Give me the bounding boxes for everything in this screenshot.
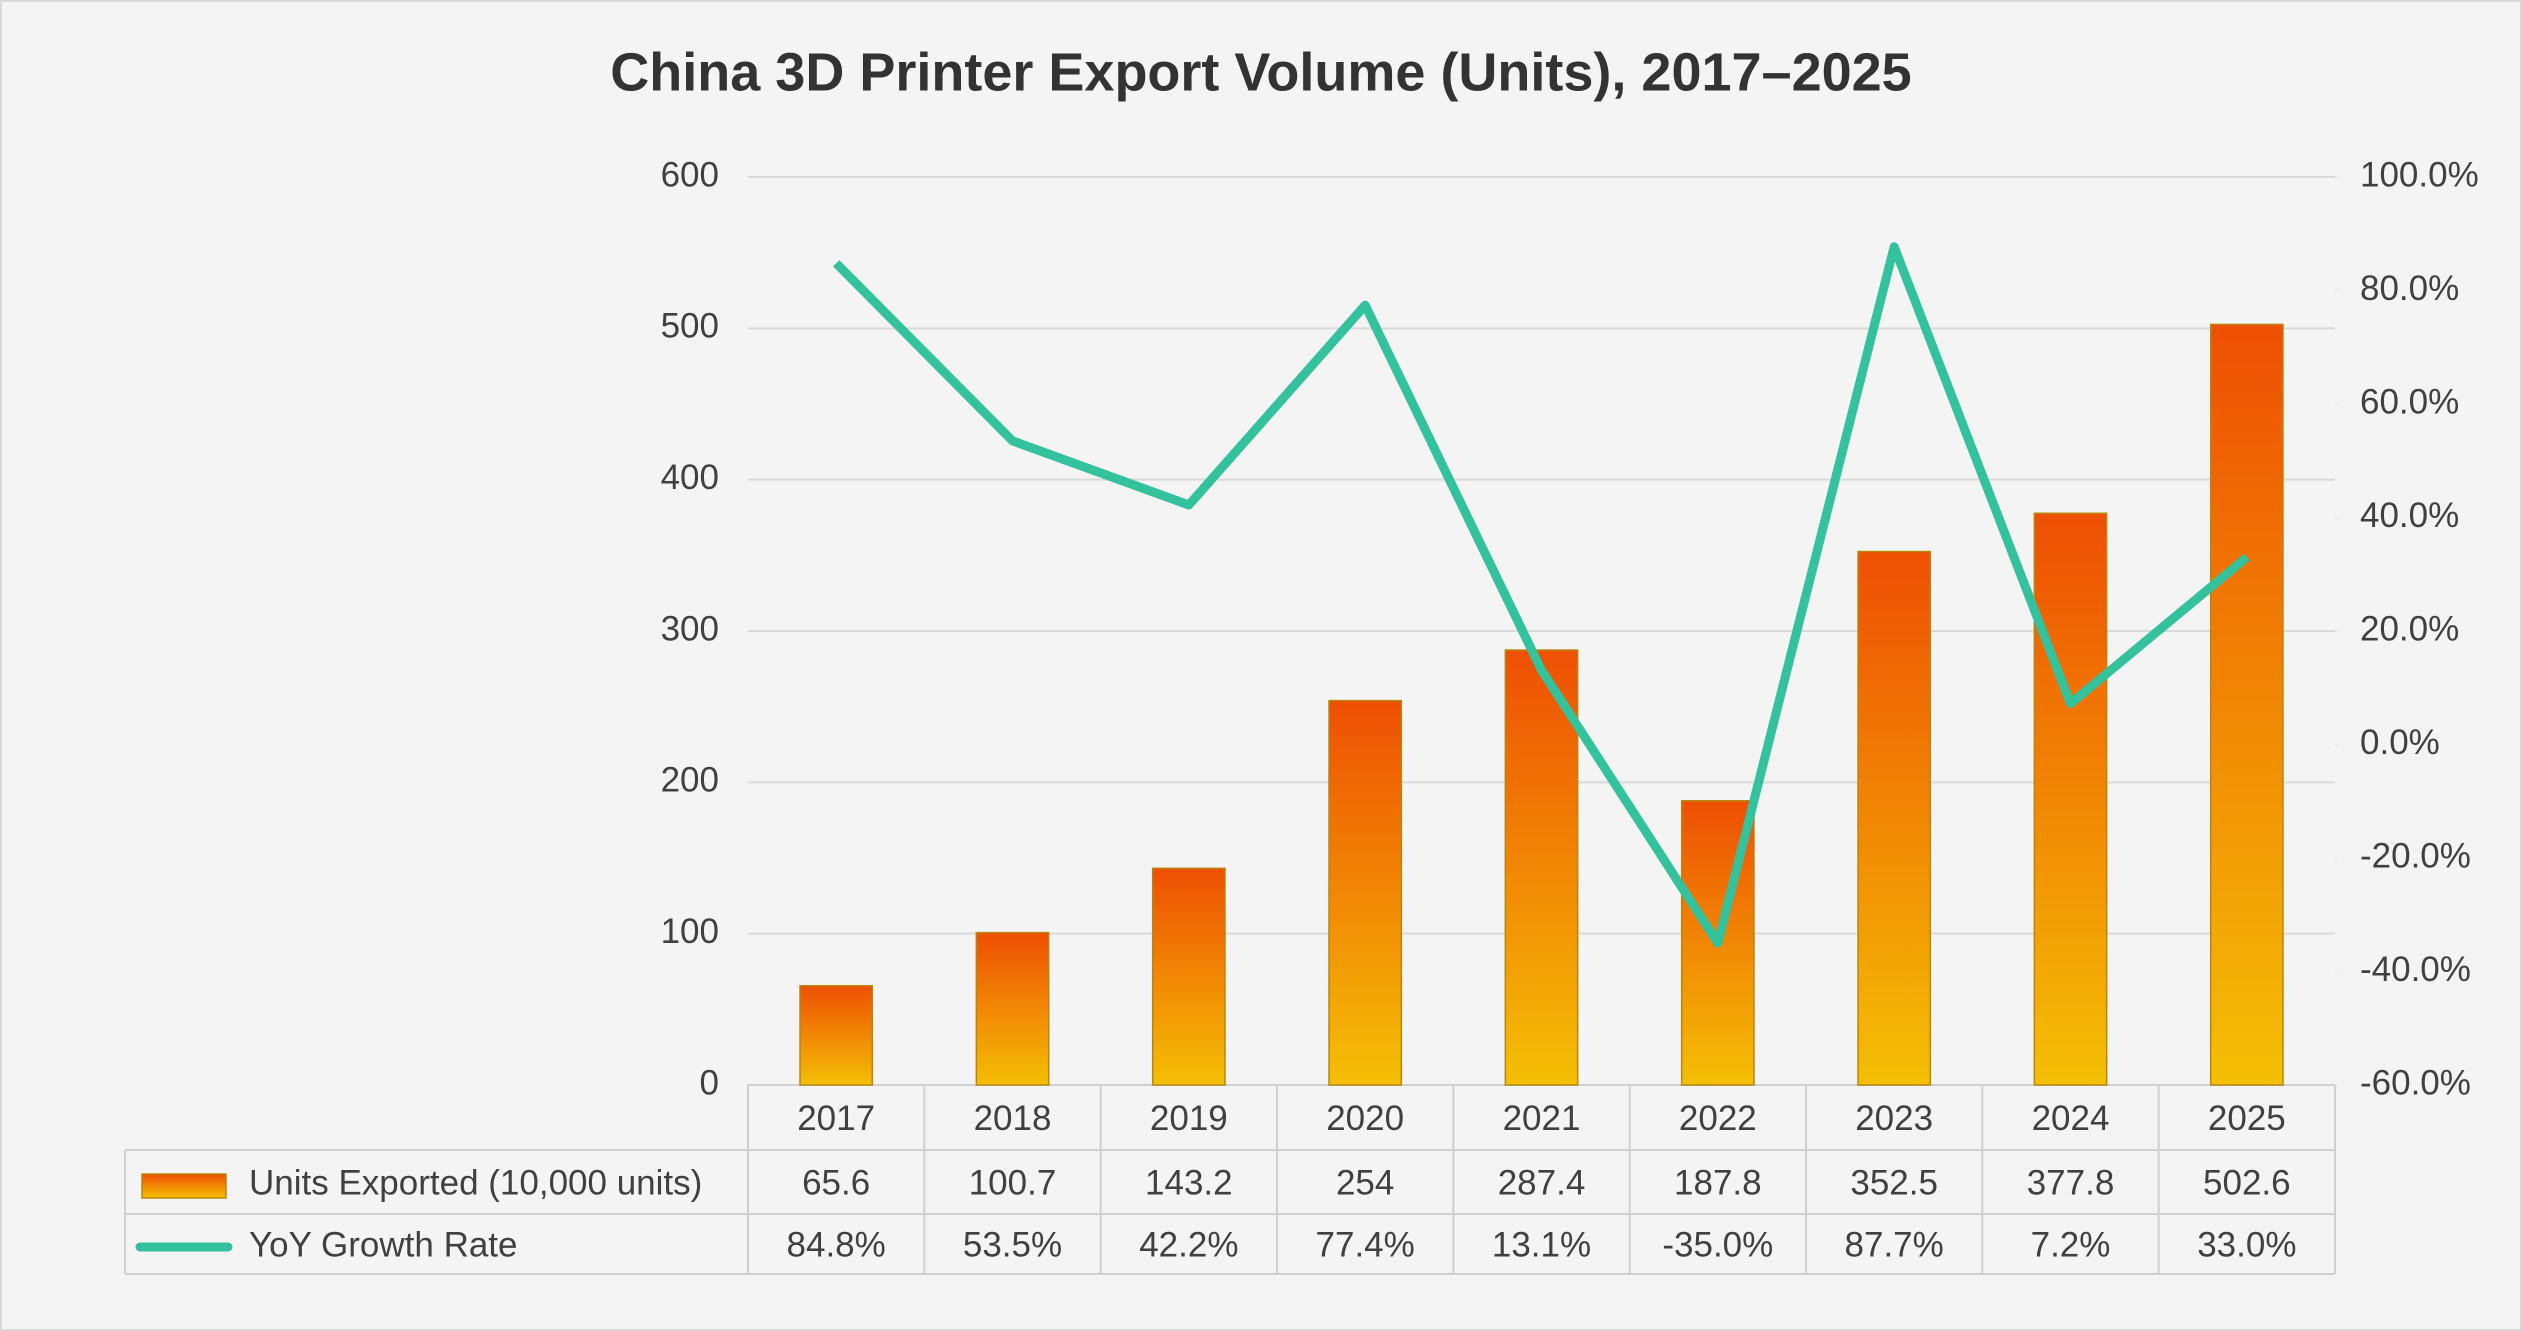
- table-value: 42.2%: [1139, 1225, 1238, 1264]
- y2-tick-label: 100.0%: [2360, 155, 2479, 194]
- y-tick-label: 300: [661, 609, 719, 648]
- y2-tick-label: 20.0%: [2360, 609, 2459, 648]
- x-tick-label: 2025: [2208, 1099, 2286, 1138]
- bar: [1504, 649, 1579, 1086]
- table-value: 77.4%: [1316, 1225, 1415, 1264]
- table-value: 65.6: [802, 1163, 870, 1202]
- chart-title: China 3D Printer Export Volume (Units), …: [610, 42, 1911, 102]
- x-tick-label: 2020: [1326, 1099, 1404, 1138]
- bar: [799, 984, 874, 1086]
- table-value: 7.2%: [2031, 1225, 2111, 1264]
- bar: [2209, 323, 2284, 1086]
- y2-tick-label: 80.0%: [2360, 269, 2459, 308]
- y2-tick-label: -40.0%: [2360, 950, 2471, 989]
- table-value: 143.2: [1145, 1163, 1233, 1202]
- bar: [975, 931, 1050, 1086]
- y-tick-label: 100: [661, 912, 719, 951]
- bar: [1857, 550, 1932, 1086]
- y-tick-label: 400: [661, 458, 719, 497]
- x-tick-label: 2024: [2032, 1099, 2110, 1138]
- table-value: 100.7: [969, 1163, 1057, 1202]
- x-tick-label: 2021: [1503, 1099, 1581, 1138]
- x-tick-label: 2017: [797, 1099, 875, 1138]
- y-tick-label: 600: [661, 155, 719, 194]
- x-tick-label: 2018: [974, 1099, 1052, 1138]
- y-tick-label: 0: [700, 1063, 719, 1102]
- x-tick-label: 2019: [1150, 1099, 1228, 1138]
- table-value: 53.5%: [963, 1225, 1062, 1264]
- bar: [1328, 699, 1403, 1086]
- bar: [1151, 867, 1226, 1086]
- y2-tick-label: 40.0%: [2360, 496, 2459, 535]
- table-value: -35.0%: [1662, 1225, 1773, 1264]
- table-value: 87.7%: [1845, 1225, 1944, 1264]
- table-value: 287.4: [1498, 1163, 1586, 1202]
- legend-label: Units Exported (10,000 units): [249, 1163, 702, 1202]
- x-tick-label: 2023: [1855, 1099, 1933, 1138]
- table-value: 502.6: [2203, 1163, 2291, 1202]
- line: [832, 242, 2250, 948]
- bar: [2033, 512, 2108, 1086]
- y-tick-label: 200: [661, 761, 719, 800]
- table-value: 187.8: [1674, 1163, 1762, 1202]
- table-value: 254: [1336, 1163, 1394, 1202]
- y-tick-label: 500: [661, 307, 719, 346]
- y2-tick-label: 60.0%: [2360, 382, 2459, 421]
- x-tick-label: 2022: [1679, 1099, 1757, 1138]
- table-value: 13.1%: [1492, 1225, 1591, 1264]
- legend-label: YoY Growth Rate: [249, 1225, 518, 1264]
- y2-tick-label: -60.0%: [2360, 1063, 2471, 1102]
- table-value: 33.0%: [2197, 1225, 2296, 1264]
- y2-tick-label: -20.0%: [2360, 836, 2471, 875]
- table-value: 377.8: [2027, 1163, 2115, 1202]
- table-value: 352.5: [1850, 1163, 1938, 1202]
- legend-swatch: [141, 1173, 227, 1199]
- table-value: 84.8%: [787, 1225, 886, 1264]
- y2-tick-label: 0.0%: [2360, 723, 2440, 762]
